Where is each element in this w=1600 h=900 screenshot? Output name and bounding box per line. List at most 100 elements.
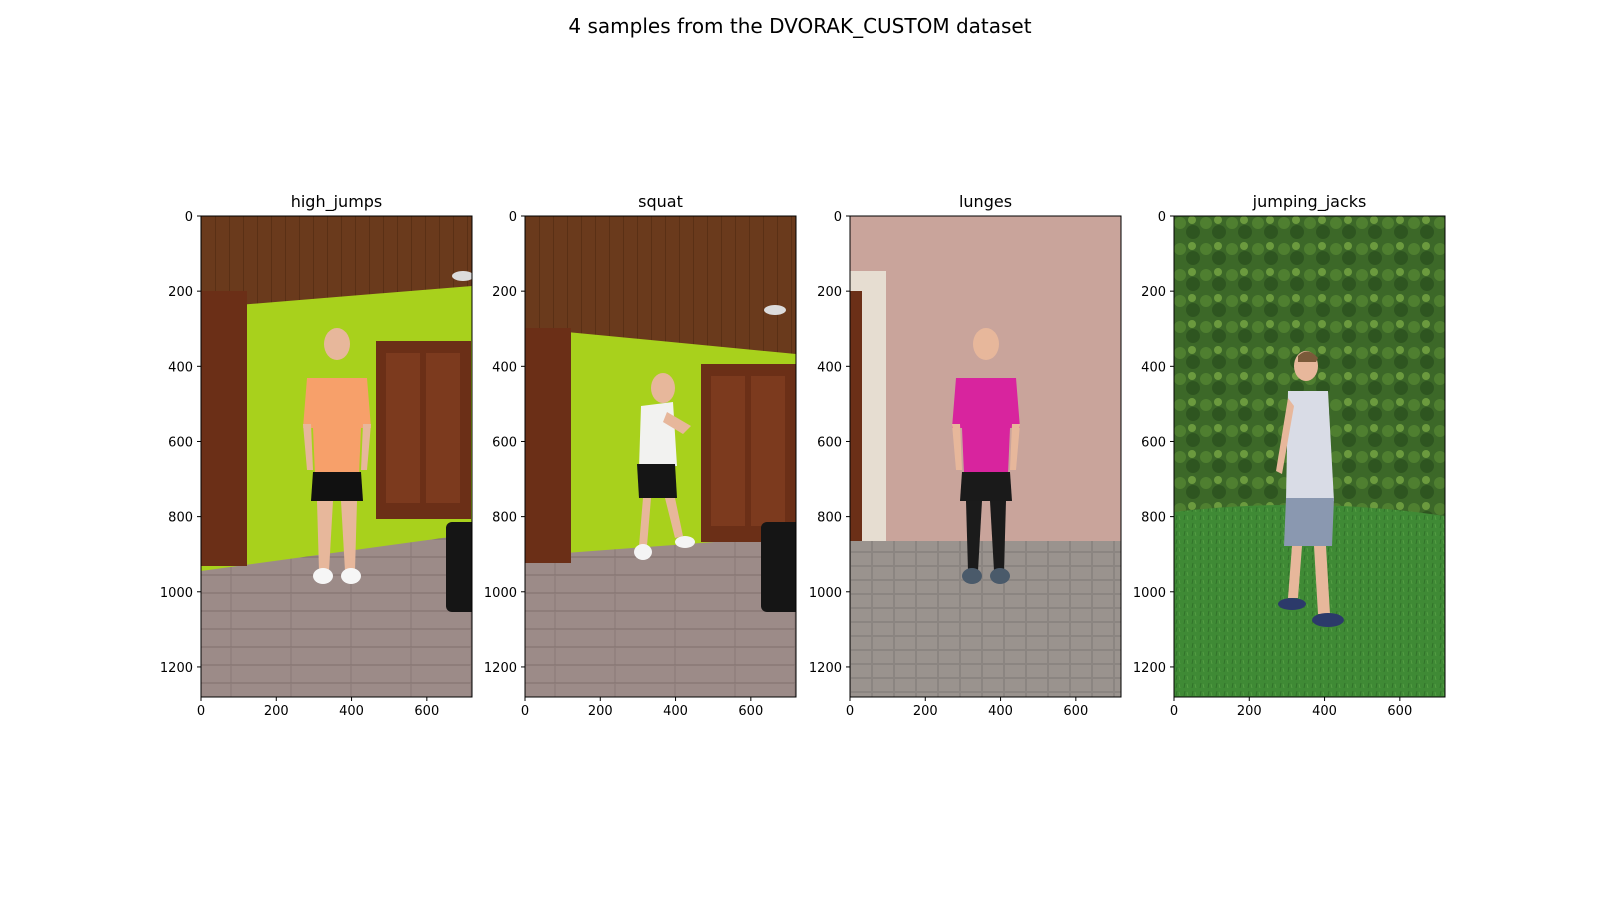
person-leg <box>1288 546 1302 598</box>
subplot-1: high_jumps 0 200 400 600 0 200 400 600 800 1000 120… <box>160 192 473 719</box>
person-figure <box>634 373 695 560</box>
axes-frame <box>849 215 1122 698</box>
subplot-title: squat <box>638 192 683 211</box>
person-shoe <box>962 568 982 584</box>
person-arm <box>1276 398 1294 474</box>
person-figure <box>303 328 371 584</box>
y-tick-label: 800 <box>168 511 193 526</box>
y-tick-label: 1200 <box>484 661 517 676</box>
y-tick-label: 400 <box>168 360 193 375</box>
subplot-title: high_jumps <box>291 192 383 212</box>
door-panel <box>751 376 785 526</box>
y-tick-label: 1000 <box>809 586 842 601</box>
sample-image <box>850 216 1121 697</box>
door-panel <box>426 353 460 503</box>
person-figure <box>1276 351 1344 627</box>
y-tick-label: 0 <box>1158 210 1166 225</box>
ceiling-light <box>764 305 786 315</box>
ceiling <box>525 216 796 354</box>
floor <box>201 534 472 697</box>
person-shoe <box>990 568 1010 584</box>
y-tick-label: 0 <box>509 210 517 225</box>
person-head <box>973 328 999 360</box>
person-shorts <box>637 464 677 498</box>
x-tick-label: 600 <box>738 704 763 719</box>
person-leg <box>341 501 357 571</box>
door-edge <box>850 291 862 541</box>
x-tick-label: 200 <box>588 704 613 719</box>
person-leg <box>966 501 982 571</box>
y-tick-label: 1000 <box>1133 586 1166 601</box>
chair <box>761 522 796 612</box>
person-shirt <box>952 378 1020 474</box>
person-leg <box>639 498 651 546</box>
y-tick-label: 400 <box>1141 360 1166 375</box>
person-figure <box>952 328 1020 584</box>
y-tick-label: 1200 <box>160 661 193 676</box>
wardrobe <box>525 328 571 563</box>
person-head <box>324 328 350 360</box>
subplot-title: jumping_jacks <box>1252 192 1367 212</box>
y-tick-label: 1000 <box>484 586 517 601</box>
person-leg <box>665 498 683 538</box>
axes-frame <box>524 215 797 698</box>
sample-image <box>525 216 796 697</box>
person-arm <box>1010 424 1020 470</box>
y-tick-label: 1200 <box>809 661 842 676</box>
y-tick-label: 800 <box>817 511 842 526</box>
x-tick-label: 0 <box>197 704 205 719</box>
pavement <box>850 541 1121 697</box>
person-hair <box>1298 351 1318 362</box>
y-tick-label: 600 <box>492 435 517 450</box>
y-tick-label: 200 <box>492 285 517 300</box>
x-tick-label: 400 <box>1312 704 1337 719</box>
x-tick-label: 400 <box>339 704 364 719</box>
person-shoe <box>341 568 361 584</box>
x-tick-label: 0 <box>521 704 529 719</box>
x-tick-label: 400 <box>663 704 688 719</box>
door-panel <box>386 353 420 503</box>
sample-image <box>1174 216 1445 697</box>
chair <box>446 522 472 612</box>
person-head <box>651 373 675 403</box>
panels-container: high_jumps 0 200 400 600 0 200 400 600 800 1000 120… <box>160 192 1446 719</box>
y-tick-label: 0 <box>834 210 842 225</box>
axes-frame <box>1173 215 1446 698</box>
y-tick-label: 600 <box>168 435 193 450</box>
person-arm <box>663 412 691 434</box>
y-tick-label: 200 <box>1141 285 1166 300</box>
x-tick-label: 200 <box>1237 704 1262 719</box>
ceiling <box>201 216 472 308</box>
y-tick-label: 0 <box>185 210 193 225</box>
door-panel <box>711 376 745 526</box>
x-tick-label: 400 <box>988 704 1013 719</box>
y-tick-label: 1200 <box>1133 661 1166 676</box>
subplot-title: lunges <box>959 192 1012 211</box>
subplot-3: lunges 0 200 400 600 0 200 400 600 800 1000 1200 <box>809 192 1122 719</box>
person-shirt <box>639 402 677 468</box>
y-tick-label: 800 <box>1141 511 1166 526</box>
y-tick-label: 400 <box>492 360 517 375</box>
figure-title: 4 samples from the DVORAK_CUSTOM dataset <box>568 14 1031 38</box>
person-shorts <box>1284 498 1334 546</box>
grass <box>1174 504 1445 697</box>
person-shoe <box>1278 598 1306 610</box>
person-arm <box>952 424 962 470</box>
y-tick-label: 200 <box>168 285 193 300</box>
wardrobe <box>201 291 247 566</box>
axes-frame <box>200 215 473 698</box>
y-tick-label: 800 <box>492 511 517 526</box>
person-shoe <box>313 568 333 584</box>
ceiling-light <box>452 271 472 281</box>
y-tick-label: 600 <box>1141 435 1166 450</box>
x-tick-label: 200 <box>264 704 289 719</box>
subplot-2: squat 0 200 400 600 0 200 400 600 800 1000 1200 <box>484 192 797 719</box>
x-tick-label: 600 <box>414 704 439 719</box>
person-leg <box>317 501 333 571</box>
person-shoe <box>1312 613 1344 627</box>
person-shirt <box>303 378 371 474</box>
person-arm <box>361 424 371 470</box>
person-shorts <box>311 472 363 501</box>
y-tick-label: 1000 <box>160 586 193 601</box>
